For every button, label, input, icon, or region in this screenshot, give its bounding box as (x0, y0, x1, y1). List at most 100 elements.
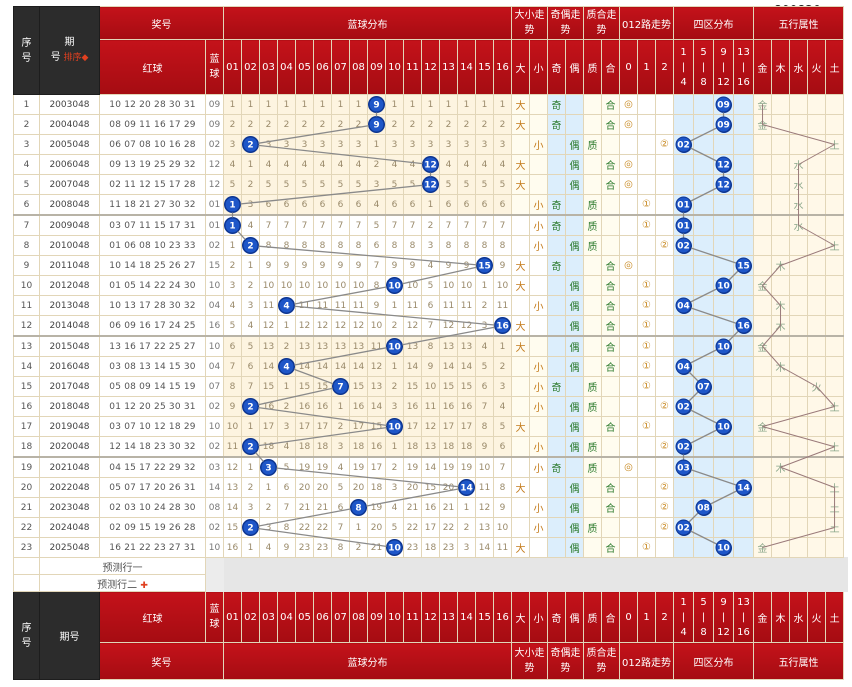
zone-cell (673, 537, 695, 558)
oe-even (565, 214, 584, 236)
wuxing-cell (753, 194, 773, 216)
predict-label[interactable]: 预测行二 (97, 579, 138, 591)
pc-composite: 合 (601, 94, 620, 115)
omission-cell: 9 (475, 436, 494, 458)
pc-composite: 合 (601, 537, 620, 558)
r012-1 (637, 255, 656, 276)
zone-ball-marker: 02 (676, 238, 691, 253)
wuxing-cell (753, 315, 773, 337)
blue-num-header: 06 (313, 39, 332, 95)
red-balls: 13 16 17 22 25 27 (99, 335, 206, 357)
predict-row[interactable]: 预测行一 (13, 557, 848, 575)
omission-cell: 2 (277, 114, 296, 135)
omission-cell: 8 (367, 275, 386, 296)
red-balls: 01 05 14 22 24 30 (99, 275, 206, 296)
r012-1 (637, 517, 656, 538)
omission-cell: 8 (223, 376, 242, 397)
predict-row[interactable]: 预测行二 ✚ (13, 574, 848, 592)
blue-ball-header: 蓝球 (205, 591, 224, 643)
wuxing-cell (807, 537, 827, 558)
size-big (511, 134, 530, 155)
omission-cell: 11 (223, 436, 242, 458)
wuxing-cell (807, 497, 827, 518)
zone-ball-marker: 15 (736, 258, 751, 273)
omission-cell: 20 (313, 477, 332, 498)
zone-cell (733, 436, 755, 458)
omission-cell: 9 (493, 255, 512, 276)
expand-icon[interactable]: ✚ (140, 580, 148, 591)
zone-ball-marker: 12 (716, 177, 731, 192)
size-small: 小 (529, 456, 548, 478)
period-number: 2005048 (39, 134, 100, 155)
size-big (511, 194, 530, 216)
zone-label: 1 | 4 (673, 39, 695, 95)
omission-cell: 4 (367, 194, 386, 216)
seq-header: 序号 (13, 6, 40, 95)
blue-num-header: 06 (313, 591, 332, 643)
oe-label: 奇 (547, 591, 566, 643)
zone-cell (693, 477, 715, 498)
pc-label: 合 (601, 591, 620, 643)
wuxing-cell (789, 356, 809, 377)
omission-cell: 8 (475, 416, 494, 437)
period-header[interactable]: 期号 排序◆ (39, 6, 100, 95)
r012-0 (619, 537, 638, 558)
oe-odd (547, 154, 566, 175)
omission-cell: 5 (331, 477, 350, 498)
omission-cell: 7 (331, 517, 350, 538)
zone-ball-marker: 04 (676, 298, 691, 313)
table-row: 15 2017048 05 08 09 14 15 19 07 8 7 15 1 15 15 7 15… (13, 376, 848, 397)
omission-cell: 21 (403, 497, 422, 518)
omission-cell: 4 (295, 154, 314, 175)
zone-ball-marker: 12 (716, 157, 731, 172)
zone-cell (693, 416, 715, 437)
oe-even: 偶 (565, 154, 584, 175)
blue-num-header: 03 (259, 39, 278, 95)
oe-even: 偶 (565, 134, 584, 155)
predict-label-cell[interactable]: 预测行一 (39, 557, 206, 575)
omission-cell: 1 (385, 356, 404, 377)
wuxing-cell (753, 456, 773, 478)
wx-label: 金 (753, 591, 773, 643)
table-row: 19 2021048 04 15 17 22 29 32 03 12 1 3 5 19 19 4 19… (13, 456, 848, 478)
zone-dist-header: 四区分布 (673, 642, 755, 680)
zone-hit-cell: 09 (713, 94, 735, 115)
wuxing-hit-cell: 金 (753, 275, 773, 296)
wuxing-cell (807, 295, 827, 316)
omission-cell: 7 (223, 356, 242, 377)
omission-cell: 6 (493, 436, 512, 458)
omission-cell: 6 (295, 194, 314, 216)
omission-cell: 4 (403, 154, 422, 175)
blue-num-header: 10 (385, 39, 404, 95)
omission-cell: 13 (439, 335, 458, 357)
omission-cell: 3 (385, 396, 404, 417)
r012-0: ◎ (619, 154, 638, 175)
omission-cell: 14 (439, 356, 458, 377)
size-big: 大 (511, 537, 530, 558)
wuxing-cell (753, 235, 773, 256)
wx-label: 金 (753, 39, 773, 95)
sort-icon[interactable]: 排序◆ (60, 53, 89, 63)
omission-cell: 5 (385, 517, 404, 538)
zone-cell (673, 114, 695, 135)
omission-cell: 2 (493, 356, 512, 377)
omission-cell: 3 (493, 134, 512, 155)
r012-2 (654, 114, 675, 135)
predict-label[interactable]: 预测行一 (102, 562, 143, 574)
omission-cell: 2 (493, 114, 512, 135)
zone-cell (733, 154, 755, 175)
predict-label-cell[interactable]: 预测行二 ✚ (39, 574, 206, 592)
omission-cell: 3 (421, 235, 440, 256)
r012-0 (619, 275, 638, 296)
wuxing-cell (771, 275, 791, 296)
omission-cell: 7 (259, 214, 278, 236)
omission-cell: 1 (259, 94, 278, 115)
blue-ball-marker: 2 (243, 238, 258, 253)
predict-area (223, 557, 848, 575)
zone-cell (693, 315, 715, 337)
omission-cell: 2 (241, 114, 260, 135)
oe-odd (547, 295, 566, 316)
blue-ball-marker: 12 (423, 157, 438, 172)
wuxing-cell (825, 416, 845, 437)
table-row: 17 2019048 03 07 10 12 18 29 10 10 1 17 3 17 17 2 1… (13, 416, 848, 437)
